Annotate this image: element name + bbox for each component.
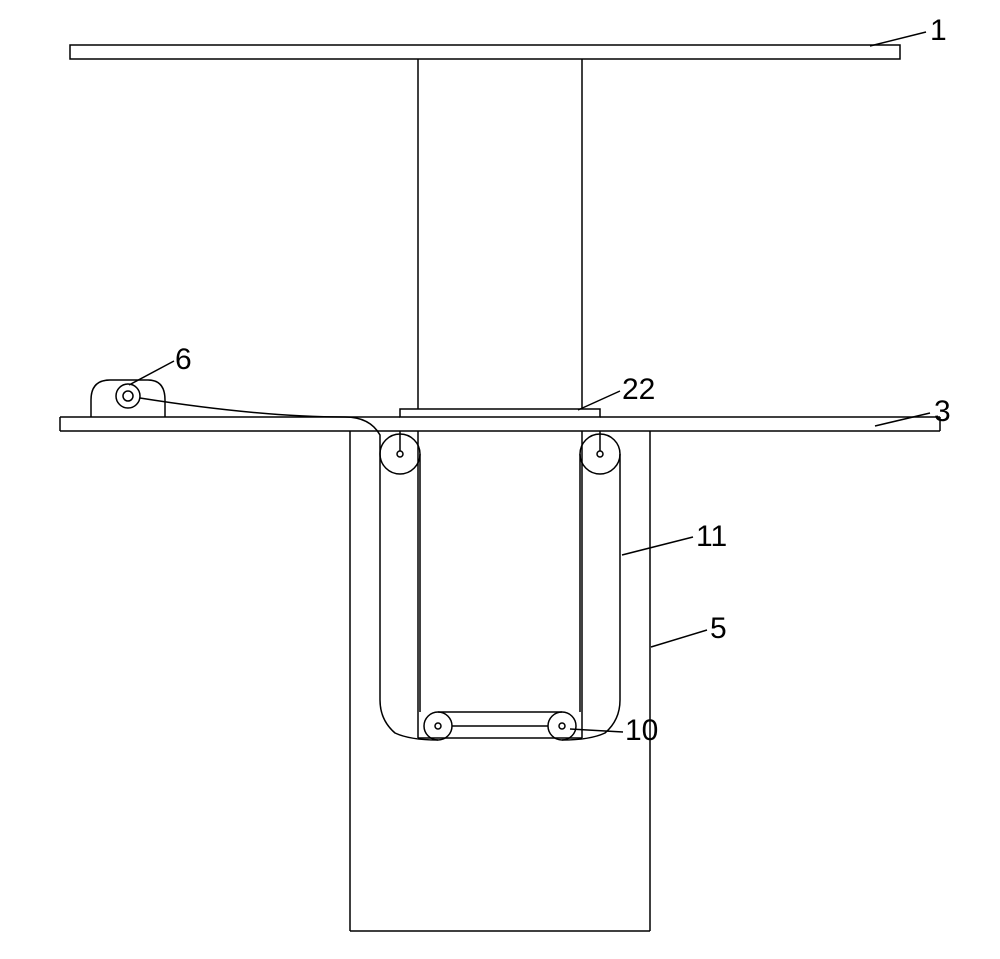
cable-left-curve (380, 700, 438, 740)
pulley-top-left-axle (397, 451, 403, 457)
pulley-bot-right-axle (559, 723, 565, 729)
leader-3 (875, 413, 930, 426)
technical-diagram: 1 6 22 3 11 5 10 (0, 0, 1000, 954)
cable-right-curve (562, 700, 620, 740)
label-6: 6 (175, 343, 192, 377)
label-1: 1 (930, 14, 947, 48)
label-10: 10 (625, 714, 658, 748)
leader-22 (578, 391, 620, 410)
label-11: 11 (696, 520, 727, 554)
pulley-top-right-axle (597, 451, 603, 457)
winch (91, 380, 165, 417)
flange (400, 409, 600, 417)
leader-1 (870, 32, 926, 46)
leader-5 (651, 630, 707, 647)
diagram-svg (0, 0, 1000, 954)
cable-winch (140, 398, 380, 454)
leader-11 (622, 537, 693, 555)
leader-10 (570, 729, 623, 732)
leader-6 (129, 361, 174, 385)
label-5: 5 (710, 612, 727, 646)
mid-plate (60, 417, 940, 431)
pulley-bot-left (424, 712, 452, 740)
pulley-bot-right (548, 712, 576, 740)
pulley-bot-left-axle (435, 723, 441, 729)
top-plate (70, 45, 900, 59)
label-3: 3 (934, 395, 951, 429)
label-22: 22 (622, 373, 655, 407)
